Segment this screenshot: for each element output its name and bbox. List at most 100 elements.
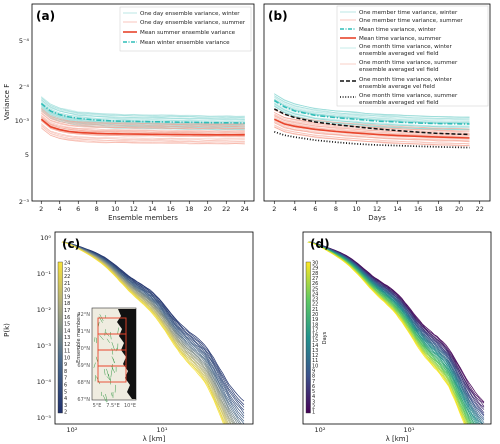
panel-a-winter-member-31 — [41, 96, 245, 118]
inset-map-streak-4 — [105, 393, 108, 402]
panel-b-xtick-1: 4 — [293, 205, 297, 213]
panel-c-cbtick-16: 18 — [64, 301, 70, 307]
panel-c-ytick-1: 10⁻¹ — [37, 270, 52, 278]
panel-b-summer-member-28 — [274, 126, 470, 146]
inset-map-streak-2 — [106, 376, 111, 381]
panel-d-spectrum-27 — [307, 241, 467, 424]
panel-d-cbtick-24: 25 — [312, 286, 318, 292]
panel-d-cbtick-7: 8 — [312, 374, 315, 380]
panel-b-winter-member-39 — [274, 97, 470, 122]
panel-c-cbtick-7: 9 — [64, 362, 67, 368]
panel-c-cbtick-2: 4 — [64, 396, 67, 402]
panel-d-label: (d) — [310, 237, 330, 251]
panel-a-ytick-2: 10⁻³ — [15, 117, 30, 125]
panel-a-mean-summer — [40, 118, 245, 136]
panel-a-winter-member-4 — [41, 101, 245, 123]
panel-d-cbtick-25: 26 — [312, 281, 318, 287]
panel-a-summer-member-42 — [41, 128, 245, 145]
panel-a-xtick-11: 24 — [241, 205, 249, 213]
inset-map-box-4 — [97, 365, 127, 383]
panel-b-winter-member-0 — [274, 96, 470, 121]
panel-c-spectrum-17 — [61, 241, 230, 424]
panel-b-xtick-0: 2 — [272, 205, 276, 213]
inset-map-streak-18 — [102, 394, 107, 403]
panel-d-cbtick-26: 27 — [312, 276, 318, 282]
panel-b-legend-9: ensemble average vel field — [359, 84, 435, 90]
inset-map-streak-8 — [110, 370, 113, 378]
panel-c-cbtick-15: 17 — [64, 308, 70, 314]
panel-a-summer-member-38 — [41, 116, 245, 134]
panel-b-winter-member-34 — [274, 95, 470, 120]
panel-a-summer-member-33 — [41, 110, 245, 127]
panel-c-xlabel: λ [km] — [143, 435, 166, 443]
panel-d-cbtick-27: 28 — [312, 271, 318, 277]
panel-c-cbtick-9: 11 — [64, 349, 70, 355]
panel-b-winter-member-33 — [274, 93, 470, 118]
panel-d-spectrum-26 — [307, 241, 467, 424]
inset-map-streak-14 — [110, 331, 112, 340]
panel-b-winter-member-8 — [274, 98, 470, 123]
map-lat-1: 71°N — [77, 329, 90, 335]
panel-b-xtick-4: 10 — [352, 205, 360, 213]
panel-c-spectrum-15 — [61, 241, 232, 424]
panel-d-colorbar-ticks: 1234567891011121314151617181920212223242… — [312, 261, 318, 416]
panel-a-xtick-7: 16 — [167, 205, 175, 213]
panel-c-colorbar — [57, 261, 63, 414]
panel-c-xtick-1: 10¹ — [157, 426, 168, 434]
inset-map-streak-26 — [93, 362, 96, 368]
panel-d-cbtick-29: 30 — [312, 261, 318, 267]
inset-map-streak-13 — [111, 363, 114, 371]
panel-b-legend-1: One member time variance, summer — [359, 18, 463, 24]
panel-a-summer-member-39 — [41, 108, 245, 125]
panel-c-cbtick-5: 7 — [64, 376, 67, 382]
panel-b-xtick-9: 20 — [455, 205, 463, 213]
panel-c-cbtick-1: 3 — [64, 403, 67, 409]
panel-d-cbtick-14: 15 — [312, 338, 318, 344]
panel-d: (d) λ [km] 10² 10¹ 123456789101112131415… — [302, 231, 492, 443]
panel-c-cbtick-4: 6 — [64, 383, 67, 389]
panel-d-spectrum-19 — [307, 241, 474, 424]
panel-d-spectrum-28 — [307, 241, 466, 424]
panel-a-xtick-3: 8 — [95, 205, 99, 213]
panel-b-summer-member-16 — [274, 112, 470, 132]
panel-c-label: (c) — [62, 237, 80, 251]
panel-b-legend-2: Mean time variance, winter — [359, 27, 436, 33]
panel-d-cbtick-23: 24 — [312, 291, 318, 297]
panel-c-cbtick-13: 15 — [64, 322, 70, 328]
panel-d-cbtick-15: 16 — [312, 333, 318, 339]
panel-b-summer-member-29 — [274, 109, 470, 130]
panel-b-summer-member-8 — [274, 118, 470, 138]
panel-d-cbtick-8: 9 — [312, 369, 315, 375]
inset-map-currents — [93, 314, 119, 403]
panel-b-summer-member-25 — [274, 124, 470, 144]
panel-d-cbtick-5: 6 — [312, 384, 315, 390]
panel-a-xticks: 2 4 6 8 10 12 14 16 18 20 22 24 — [39, 201, 249, 213]
panel-b-winter-member-26 — [274, 95, 470, 119]
panel-a-xtick-10: 22 — [222, 205, 230, 213]
panel-c-cbtick-21: 23 — [64, 267, 70, 273]
panel-d-cbtick-28: 29 — [312, 266, 318, 272]
panel-b-summer-member-22 — [274, 109, 470, 130]
panel-a-winter-member-39 — [41, 100, 245, 121]
panel-b-month-winter — [273, 108, 470, 136]
panel-a-xtick-0: 2 — [39, 205, 43, 213]
panel-a-summer-member-43 — [41, 120, 245, 137]
panel-d-cbtick-13: 14 — [312, 343, 318, 349]
inset-map-streak-1 — [106, 338, 110, 343]
panel-a-legend-3: Mean winter ensemble variance — [140, 40, 230, 46]
panel-d-xtick-0: 10² — [315, 426, 326, 434]
panel-c-cbtick-22: 24 — [64, 261, 70, 267]
panel-a-label: (a) — [36, 9, 55, 23]
panel-a-xlabel: Ensemble members — [108, 214, 178, 222]
panel-c-inset-map: 72°N 71°N 70°N 69°N 68°N 67°N 5°E 7.5°E … — [77, 307, 137, 409]
panel-d-cbtick-16: 17 — [312, 327, 318, 333]
panel-c-spectrum-4 — [61, 241, 245, 414]
panel-c-cbtick-0: 2 — [64, 410, 67, 416]
inset-map-streak-6 — [106, 368, 109, 377]
panel-d-colorbar — [305, 261, 311, 414]
panel-b: (b) 2 4 6 8 10 12 14 16 18 20 22 Days One member t… — [263, 3, 491, 222]
panel-c-ytick-0: 10⁰ — [40, 234, 51, 242]
map-lat-0: 72°N — [77, 312, 90, 318]
